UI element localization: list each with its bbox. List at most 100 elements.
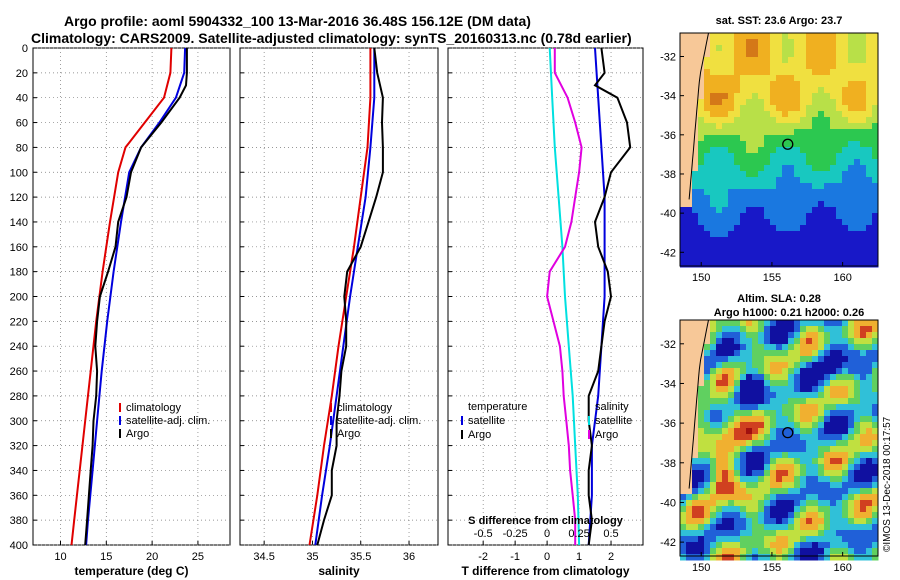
map-cell <box>824 171 831 178</box>
map-cell <box>854 428 861 435</box>
map-cell <box>782 255 789 262</box>
map-cell <box>860 344 867 351</box>
map-cell <box>866 326 873 333</box>
map-cell <box>776 63 783 70</box>
y-tick-label: 300 <box>10 416 28 428</box>
map-cell <box>746 207 753 214</box>
map-cell <box>764 356 771 363</box>
map-cell <box>704 57 711 64</box>
map-cell <box>806 117 813 124</box>
map-cell <box>734 147 741 154</box>
map-cell <box>872 261 879 268</box>
map-cell <box>812 392 819 399</box>
map-cell <box>836 410 843 417</box>
map-cell <box>764 392 771 399</box>
map-cell <box>866 57 873 64</box>
map-cell <box>746 63 753 70</box>
map-cell <box>686 105 693 112</box>
map-cell <box>722 356 729 363</box>
map-cell <box>866 153 873 160</box>
map-cell <box>854 243 861 250</box>
map-cell <box>728 398 735 405</box>
lat-tick-label: -32 <box>660 339 676 351</box>
map-cell <box>722 183 729 190</box>
map-cell <box>830 488 837 495</box>
map-cell <box>830 39 837 46</box>
map-cell <box>872 165 879 172</box>
map-cell <box>854 147 861 154</box>
map-cell <box>728 111 735 118</box>
map-cell <box>854 201 861 208</box>
map-cell <box>812 470 819 477</box>
y-tick-label: 160 <box>10 242 28 254</box>
map-cell <box>812 434 819 441</box>
map-cell <box>842 404 849 411</box>
map-cell <box>806 356 813 363</box>
map-cell <box>764 225 771 232</box>
map-cell <box>794 39 801 46</box>
map-cell <box>866 356 873 363</box>
map-cell <box>686 338 693 345</box>
map-cell <box>860 33 867 40</box>
map-cell <box>740 99 747 106</box>
map-cell <box>716 440 723 447</box>
map-cell <box>734 213 741 220</box>
map-cell <box>842 428 849 435</box>
map-cell <box>794 530 801 537</box>
map-cell <box>788 147 795 154</box>
map-cell <box>872 249 879 256</box>
map-cell <box>764 410 771 417</box>
map-cell <box>800 147 807 154</box>
map-cell <box>752 81 759 88</box>
map-cell <box>788 75 795 82</box>
map-cell <box>842 500 849 507</box>
map-cell <box>854 81 861 88</box>
map-cell <box>824 261 831 268</box>
map-cell <box>704 117 711 124</box>
x-axis-label: T difference from climatology <box>461 564 629 578</box>
map-cell <box>770 518 777 525</box>
map-cell <box>860 105 867 112</box>
map-cell <box>704 344 711 351</box>
map-cell <box>830 117 837 124</box>
map-cell <box>692 75 699 82</box>
map-cell <box>824 440 831 447</box>
map-cell <box>824 530 831 537</box>
map-cell <box>770 506 777 513</box>
map-cell <box>686 512 693 519</box>
map-cell <box>746 374 753 381</box>
map-cell <box>704 404 711 411</box>
map-cell <box>680 332 687 339</box>
map-cell <box>710 464 717 471</box>
map-cell <box>824 93 831 100</box>
map-cell <box>782 261 789 268</box>
map-cell <box>716 39 723 46</box>
map-cell <box>692 554 699 561</box>
map-cell <box>686 93 693 100</box>
map-cell <box>800 165 807 172</box>
map-cell <box>686 368 693 375</box>
map-cell <box>788 123 795 130</box>
map-cell <box>830 105 837 112</box>
map-cell <box>800 63 807 70</box>
map-cell <box>830 332 837 339</box>
map-cell <box>740 147 747 154</box>
diff-series-s-argo <box>546 48 583 545</box>
map-cell <box>854 69 861 76</box>
map-cell <box>848 428 855 435</box>
map-cell <box>788 213 795 220</box>
map-cell <box>764 135 771 142</box>
map-cell <box>812 506 819 513</box>
map-cell <box>740 33 747 40</box>
map-cell <box>698 249 705 256</box>
map-cell <box>704 380 711 387</box>
map-cell <box>758 225 765 232</box>
map-cell <box>686 392 693 399</box>
map-cell <box>752 374 759 381</box>
map-cell <box>866 536 873 543</box>
map-cell <box>872 422 879 429</box>
map-cell <box>860 500 867 507</box>
map-cell <box>680 338 687 345</box>
map-cell <box>812 69 819 76</box>
map-cell <box>752 207 759 214</box>
